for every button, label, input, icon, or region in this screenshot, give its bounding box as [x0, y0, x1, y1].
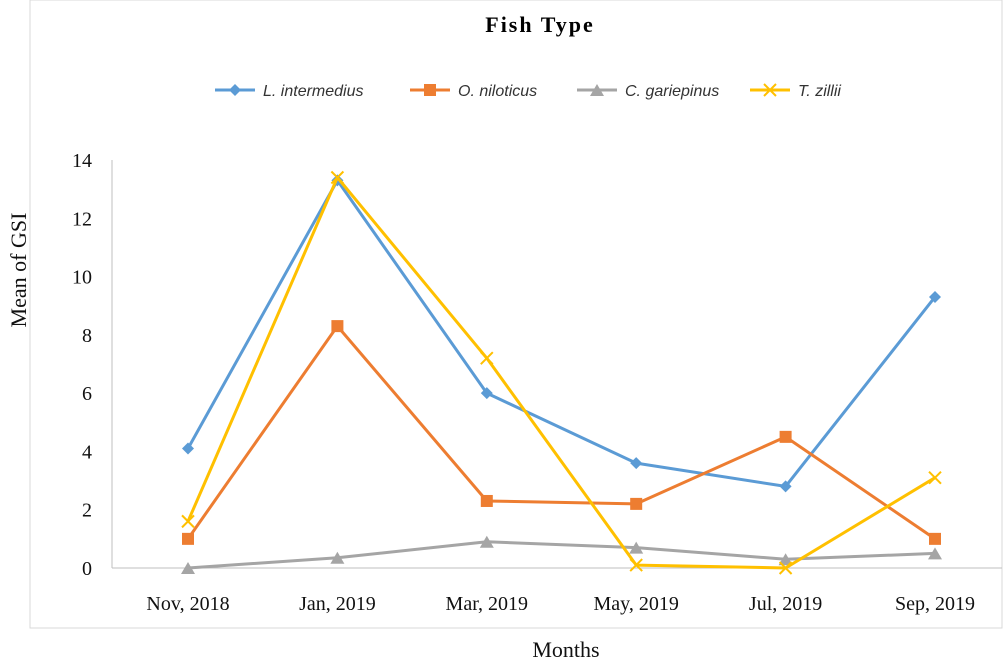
data-point-square: [630, 497, 643, 510]
chart-border: [29, 0, 1003, 629]
data-point-triangle: [181, 562, 195, 574]
data-point-diamond: [229, 84, 241, 96]
series-line: [186, 175, 936, 570]
y-axis-label: Mean of GSI: [6, 213, 31, 328]
series-3: [181, 170, 942, 575]
data-point-triangle: [479, 535, 494, 548]
data-point-triangle: [928, 547, 942, 560]
data-point-triangle: [330, 551, 345, 564]
data-point-x: [928, 470, 942, 485]
y-tick-label: 12: [72, 208, 92, 230]
series-line: [186, 178, 937, 488]
x-axis-label: Months: [532, 637, 599, 662]
legend: L. intermedius O. niloticus C. gariepinus T…: [215, 83, 841, 100]
x-tick-label: Mar, 2019: [446, 593, 529, 615]
data-point-x: [181, 514, 195, 529]
data-point-square: [182, 532, 194, 545]
x-tick-label: Sep, 2019: [895, 593, 975, 615]
data-point-diamond: [929, 290, 941, 303]
legend-entry: L. intermedius: [215, 83, 364, 100]
legend-label: O. niloticus: [458, 83, 537, 100]
series-0: [182, 174, 941, 493]
data-point-diamond: [182, 442, 194, 455]
legend-label: L. intermedius: [263, 83, 364, 100]
data-point-diamond: [480, 387, 493, 400]
data-point-x: [763, 83, 777, 97]
x-tick-label: May, 2019: [594, 593, 679, 615]
y-tick-label: 10: [72, 267, 92, 289]
series-layer: [181, 170, 942, 575]
y-tick-label: 14: [72, 150, 92, 172]
series-line: [187, 540, 936, 570]
legend-label: T. zillii: [798, 83, 841, 100]
x-tick-label: Nov, 2018: [146, 593, 229, 615]
data-point-square: [331, 320, 344, 333]
data-point-triangle: [629, 541, 644, 554]
x-tick-label: Jan, 2019: [299, 593, 376, 615]
series-2: [181, 535, 942, 574]
series-line: [186, 324, 936, 541]
chart-title: Fish Type: [485, 12, 595, 37]
y-tick-label: 2: [82, 500, 92, 522]
data-point-x: [629, 558, 643, 572]
legend-entry: T. zillii: [750, 83, 841, 100]
data-point-square: [480, 494, 493, 507]
data-point-square: [929, 532, 941, 545]
x-tick-label: Jul, 2019: [749, 593, 822, 615]
data-point-diamond: [779, 480, 792, 493]
y-tick-label: 6: [82, 383, 92, 405]
x-axis: Nov, 2018 Jan, 2019 Mar, 2019 May, 2019 Jul,…: [112, 567, 1002, 615]
data-point-x: [480, 351, 494, 365]
data-point-x: [330, 170, 345, 185]
series-1: [182, 320, 941, 545]
data-point-triangle: [590, 84, 604, 96]
data-point-diamond: [630, 457, 643, 470]
y-tick-label: 0: [82, 558, 92, 580]
data-point-triangle: [778, 553, 793, 566]
y-tick-label: 8: [82, 325, 92, 347]
legend-entry: C. gariepinus: [577, 83, 719, 100]
legend-label: C. gariepinus: [625, 83, 719, 100]
legend-entry: O. niloticus: [410, 83, 537, 100]
y-tick-label: 4: [82, 441, 92, 463]
data-point-square: [779, 430, 792, 443]
y-axis: 0 2 4 6 8 10 12 14: [72, 150, 113, 580]
data-point-square: [424, 84, 436, 96]
data-point-x: [778, 561, 793, 575]
